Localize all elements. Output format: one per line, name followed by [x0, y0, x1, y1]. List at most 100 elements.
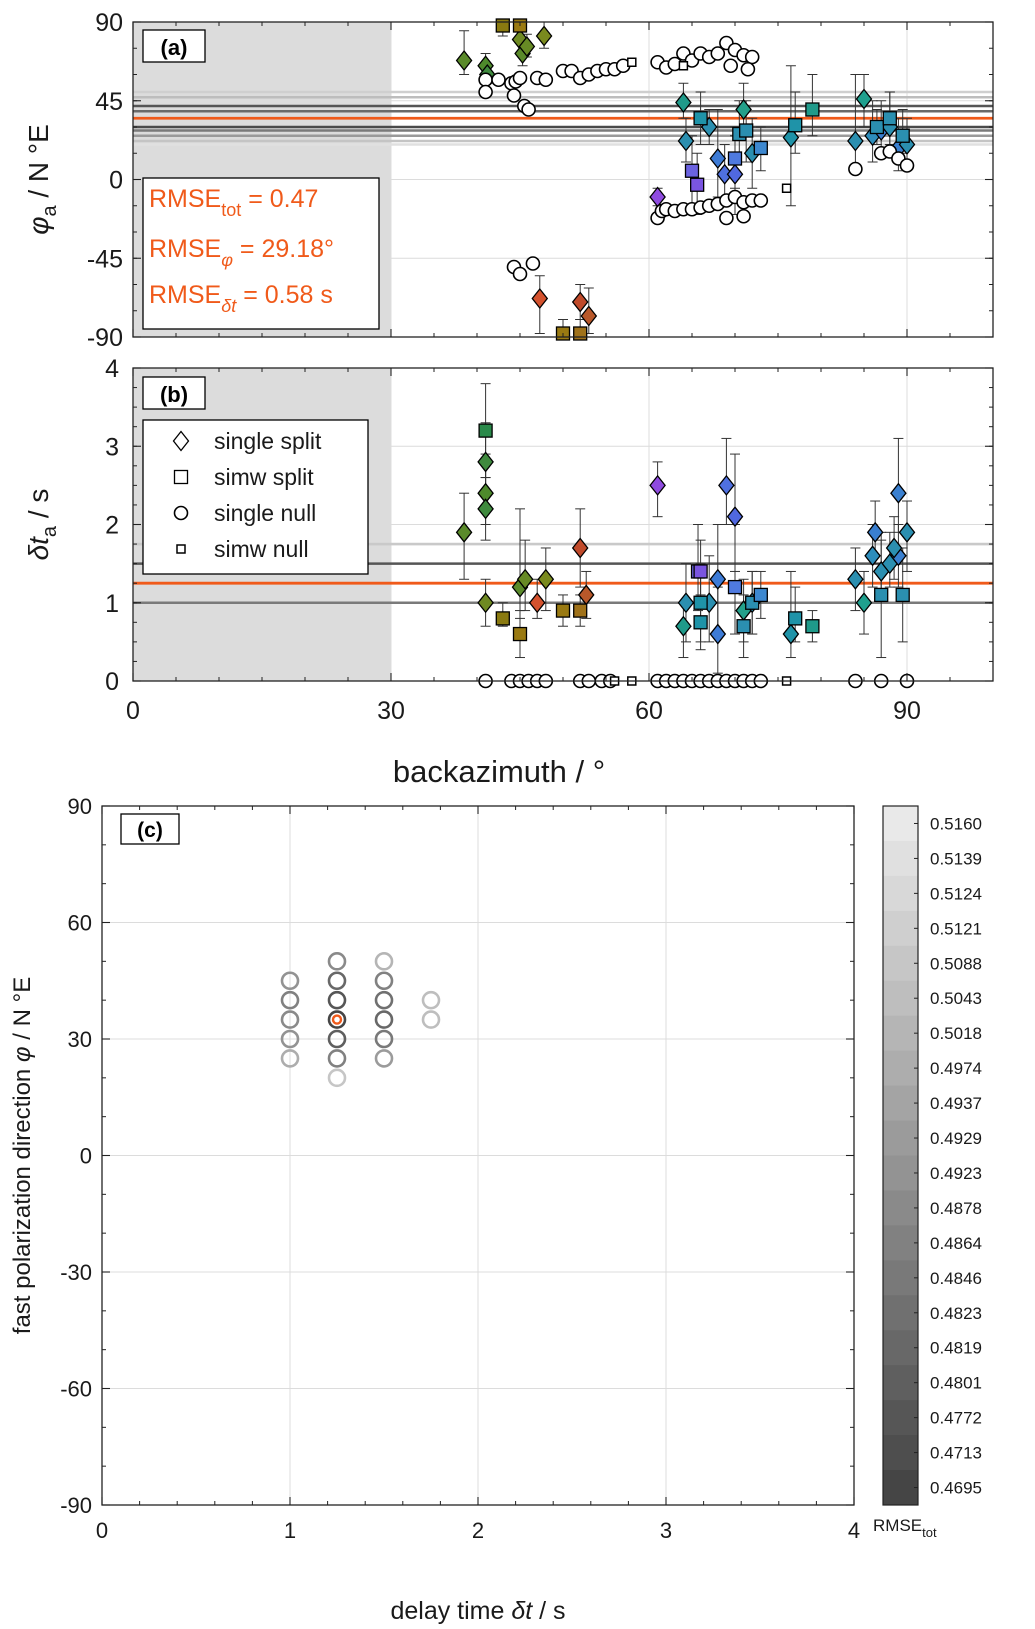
- colorbar-label-main: RMSE: [873, 1516, 922, 1535]
- grid-search-point: [374, 1029, 394, 1049]
- colorbar-tick-label: 0.5043: [930, 989, 982, 1008]
- panel-tag-b: (b): [160, 382, 188, 407]
- y-tick-label-b: 2: [105, 512, 119, 540]
- colorbar-tick-label: 0.5088: [930, 954, 982, 973]
- marker-a-diamond: [675, 91, 692, 114]
- marker-a-small-square: [627, 57, 637, 67]
- marker-a-diamond: [571, 291, 589, 313]
- colorbar-swatch: [883, 1400, 918, 1436]
- y-tick-label-a: -90: [87, 324, 123, 352]
- rmse-tot: RMSEtot = 0.47: [149, 185, 318, 220]
- marker-b-diamond: [890, 482, 907, 504]
- marker-a-circle: [521, 102, 536, 117]
- y-label-text-c: fast polarization direction: [9, 1062, 36, 1334]
- colorbar-swatch: [883, 1225, 918, 1261]
- y-tick-label-a: 45: [95, 88, 123, 116]
- marker-b-diamond: [709, 623, 727, 645]
- x-label-text-c: delay time: [390, 1597, 511, 1625]
- marker-a-diamond: [735, 98, 752, 121]
- colorbar-tick-label: 0.4695: [930, 1479, 982, 1498]
- colorbar-swatch: [883, 1120, 918, 1156]
- rmse-phi-subscript: φ: [221, 250, 233, 270]
- colorbar-swatch: [883, 840, 918, 877]
- x-tick-label-b: 0: [126, 697, 140, 725]
- colorbar-frame: [882, 805, 919, 1506]
- y-label-subscript-a: a: [39, 205, 61, 217]
- marker-a-diamond: [531, 287, 549, 310]
- colorbar-tick-label: 0.4878: [930, 1199, 982, 1218]
- marker-b-square: [555, 603, 571, 618]
- colorbar-tick-label: 0.5124: [930, 884, 982, 903]
- marker-b-diamond: [782, 623, 800, 645]
- marker-a-square: [684, 163, 700, 178]
- marker-a-circle: [719, 210, 734, 226]
- x-axis-label-b: backazimuth / °: [393, 754, 605, 789]
- marker-a-circle: [848, 161, 863, 177]
- colorbar-tick-label: 0.4923: [930, 1164, 982, 1183]
- marker-b-diamond: [898, 521, 916, 543]
- rmse-dt: RMSEδt = 0.58 s: [149, 281, 333, 316]
- marker-a-square: [788, 118, 803, 133]
- y-axis-label-a: φa / N °E: [23, 124, 61, 235]
- grid-search-point: [280, 971, 300, 991]
- colorbar-tick-label: 0.4713: [930, 1444, 982, 1463]
- colorbar-tick-label: 0.5121: [930, 919, 982, 938]
- marker-a-circle: [491, 72, 506, 88]
- marker-b-square: [693, 564, 708, 579]
- marker-b-diamond: [455, 521, 473, 543]
- marker-b-square: [874, 587, 889, 603]
- legend-label: simw null: [214, 536, 309, 562]
- rmse-dt-value: = 0.58 s: [236, 281, 333, 309]
- y-tick-label-b: 1: [105, 590, 119, 618]
- panel-tag-box-a: [142, 29, 206, 63]
- legend-marker-circle: [173, 505, 189, 521]
- y-label-symbol-b: δt: [23, 536, 54, 561]
- grid-search-point: [327, 1049, 347, 1068]
- marker-b-diamond: [885, 537, 903, 559]
- rmse-tot-subscript: tot: [221, 200, 241, 220]
- colorbar-tick-label: 0.4772: [930, 1409, 982, 1428]
- marker-b-diamond: [477, 592, 494, 614]
- colorbar-tick-label: 0.4929: [930, 1129, 982, 1148]
- grid-search-point: [327, 1010, 347, 1029]
- colorbar-tick-label: 0.4937: [930, 1094, 982, 1113]
- rmse-tot-label: RMSE: [149, 185, 221, 213]
- colorbar-tick-label: 0.5139: [930, 849, 982, 868]
- marker-a-circle: [753, 193, 769, 208]
- marker-b-square: [693, 615, 708, 630]
- legend-label: single null: [214, 500, 316, 526]
- best-fit-marker-c: [331, 1014, 343, 1025]
- marker-a-circle: [525, 256, 541, 271]
- grid-search-point: [374, 952, 394, 971]
- grid-search-point: [280, 1029, 300, 1049]
- y-label-symbol-c: φ: [9, 1046, 36, 1062]
- marker-a-square: [495, 18, 510, 33]
- colorbar-swatch: [883, 1015, 918, 1052]
- colorbar-tick-label: 0.4974: [930, 1059, 982, 1078]
- legend-label: simw split: [214, 464, 314, 490]
- marker-b-square: [805, 619, 820, 634]
- y-tick-label-c: -30: [60, 1260, 92, 1285]
- colorbar-swatch: [883, 1155, 918, 1191]
- grid-search-point: [421, 1010, 441, 1029]
- marker-a-square: [693, 111, 708, 126]
- marker-b-diamond: [528, 592, 546, 614]
- colorbar-label-subscript: tot: [922, 1525, 937, 1540]
- colorbar-tick-label: 0.4846: [930, 1269, 982, 1288]
- colorbar-tick-label: 0.4864: [930, 1234, 982, 1253]
- colorbar-swatch: [883, 1050, 918, 1087]
- colorbar-swatch: [883, 806, 918, 842]
- y-label-unit-a: / N °E: [23, 124, 54, 205]
- rmse-dt-label: RMSE: [149, 281, 221, 309]
- colorbar-tick-label: 0.4801: [930, 1374, 982, 1393]
- marker-a-diamond: [726, 163, 744, 185]
- marker-a-circle: [512, 70, 528, 86]
- colorbar-swatch: [883, 1085, 918, 1122]
- colorbar-swatch: [883, 1365, 918, 1401]
- marker-b-square: [753, 587, 768, 603]
- colorbar-swatch: [883, 945, 918, 982]
- y-axis-label-b: δta / s: [23, 489, 61, 561]
- marker-a-circle: [736, 208, 751, 224]
- marker-b-diamond: [864, 545, 881, 567]
- y-tick-label-b: 3: [105, 433, 119, 461]
